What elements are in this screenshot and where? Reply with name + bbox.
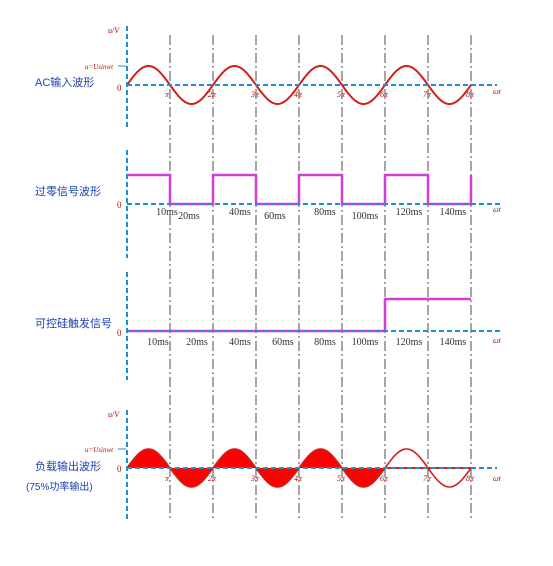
ac-amplitude-label: u=Usinwt	[85, 63, 114, 71]
time-tick-label: 60ms	[272, 337, 294, 348]
panel-load-output: 负载输出波形 (75%功率输出) u/V u=Usinwt 0 ωt π 2π 3π…	[26, 410, 502, 493]
zero-cross-x-axis-label: ωt	[493, 205, 502, 214]
pi-tick-label: 6π	[380, 90, 389, 99]
load-output-label: 负载输出波形	[35, 459, 101, 473]
scr-origin-label: 0	[117, 328, 122, 338]
time-tick-label: 40ms	[229, 337, 251, 348]
pi-tick-label: 8π	[466, 474, 475, 483]
scr-tick-labels: 10ms 20ms 40ms 60ms 80ms 100ms 120ms 140ms	[147, 337, 466, 348]
pi-tick-label: 5π	[337, 90, 346, 99]
scr-x-axis-label: ωt	[493, 336, 502, 345]
zero-cross-square-wave	[127, 173, 473, 206]
load-output-sublabel: (75%功率输出)	[26, 480, 93, 493]
ac-x-axis-label: ωt	[493, 87, 502, 96]
time-tick-label: 20ms	[186, 337, 208, 348]
ac-y-axis-label: u/V	[108, 26, 120, 35]
pi-tick-label: π	[165, 474, 170, 483]
time-tick-label: 10ms	[156, 207, 178, 218]
pi-tick-label: 3π	[250, 90, 260, 99]
pi-tick-label: 4π	[294, 474, 303, 483]
time-tick-label: 60ms	[264, 211, 286, 222]
zero-cross-label: 过零信号波形	[35, 185, 101, 198]
panel-ac-input: AC输入波形 u/V u=Usinwt 0 ωt π 2π 3π 4π 5π 6π 7π 8π	[35, 26, 502, 105]
axes	[126, 26, 500, 520]
pi-tick-label: 2π	[208, 474, 217, 483]
time-tick-label: 100ms	[352, 211, 379, 222]
ac-origin-label: 0	[117, 83, 122, 93]
time-tick-label: 20ms	[178, 211, 200, 222]
time-tick-label: 100ms	[352, 337, 379, 348]
time-tick-label: 40ms	[229, 207, 251, 218]
ac-tick-labels: π 2π 3π 4π 5π 6π 7π 8π	[165, 90, 475, 99]
time-tick-label: 80ms	[314, 207, 336, 218]
load-origin-label: 0	[117, 464, 122, 474]
zero-cross-tick-labels: 10ms 20ms 40ms 60ms 80ms 100ms 120ms 140ms	[156, 207, 466, 222]
load-amplitude-label: u=Usinwt	[85, 446, 114, 454]
pi-tick-label: 8π	[466, 90, 475, 99]
zero-cross-origin-label: 0	[117, 200, 122, 210]
load-tick-labels: π 2π 3π 4π 5π 6π 7π 8π	[165, 474, 475, 483]
time-tick-label: 140ms	[440, 207, 467, 218]
time-tick-label: 140ms	[440, 337, 467, 348]
panel-scr-trigger: 可控硅触发信号 0 ωt 10ms 20ms 40ms 60ms 80ms 100ms 12…	[35, 297, 502, 348]
half-cycle-dividers	[169, 35, 472, 520]
time-tick-label: 80ms	[314, 337, 336, 348]
pi-tick-label: 3π	[250, 474, 260, 483]
ac-input-label: AC输入波形	[35, 75, 94, 89]
load-x-axis-label: ωt	[493, 474, 502, 483]
time-tick-label: 120ms	[396, 337, 423, 348]
load-y-axis-label: u/V	[108, 410, 120, 419]
pi-tick-label: 7π	[423, 90, 432, 99]
pi-tick-label: 4π	[294, 90, 303, 99]
scr-trigger-label: 可控硅触发信号	[35, 316, 112, 330]
pi-tick-label: π	[165, 90, 170, 99]
panel-zero-cross: 过零信号波形 0 ωt 10ms 20ms 40ms 60ms 80ms 100ms 120…	[35, 173, 502, 222]
pi-tick-label: 5π	[337, 474, 346, 483]
pi-tick-label: 2π	[208, 90, 217, 99]
pi-tick-label: 6π	[380, 474, 389, 483]
time-tick-label: 120ms	[396, 207, 423, 218]
time-tick-label: 10ms	[147, 337, 169, 348]
pi-tick-label: 7π	[423, 474, 432, 483]
